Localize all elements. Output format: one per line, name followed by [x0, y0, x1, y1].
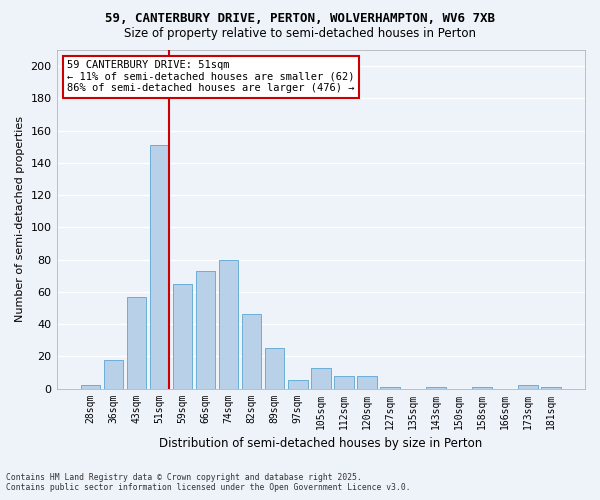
Bar [196, 271, 215, 388]
Bar [357, 376, 377, 388]
Text: 59, CANTERBURY DRIVE, PERTON, WOLVERHAMPTON, WV6 7XB: 59, CANTERBURY DRIVE, PERTON, WOLVERHAMP… [105, 12, 495, 26]
Bar [541, 387, 561, 388]
Bar [242, 314, 262, 388]
Bar [127, 296, 146, 388]
Bar [426, 387, 446, 388]
Bar [80, 386, 100, 388]
Y-axis label: Number of semi-detached properties: Number of semi-detached properties [15, 116, 25, 322]
Bar [334, 376, 353, 388]
Bar [472, 387, 492, 388]
Bar [311, 368, 331, 388]
X-axis label: Distribution of semi-detached houses by size in Perton: Distribution of semi-detached houses by … [159, 437, 482, 450]
Bar [219, 260, 238, 388]
Bar [104, 360, 123, 388]
Bar [288, 380, 308, 388]
Bar [149, 145, 169, 388]
Bar [518, 386, 538, 388]
Bar [265, 348, 284, 389]
Text: Size of property relative to semi-detached houses in Perton: Size of property relative to semi-detach… [124, 28, 476, 40]
Bar [173, 284, 193, 389]
Bar [380, 387, 400, 388]
Text: Contains HM Land Registry data © Crown copyright and database right 2025.
Contai: Contains HM Land Registry data © Crown c… [6, 473, 410, 492]
Text: 59 CANTERBURY DRIVE: 51sqm
← 11% of semi-detached houses are smaller (62)
86% of: 59 CANTERBURY DRIVE: 51sqm ← 11% of semi… [67, 60, 355, 94]
